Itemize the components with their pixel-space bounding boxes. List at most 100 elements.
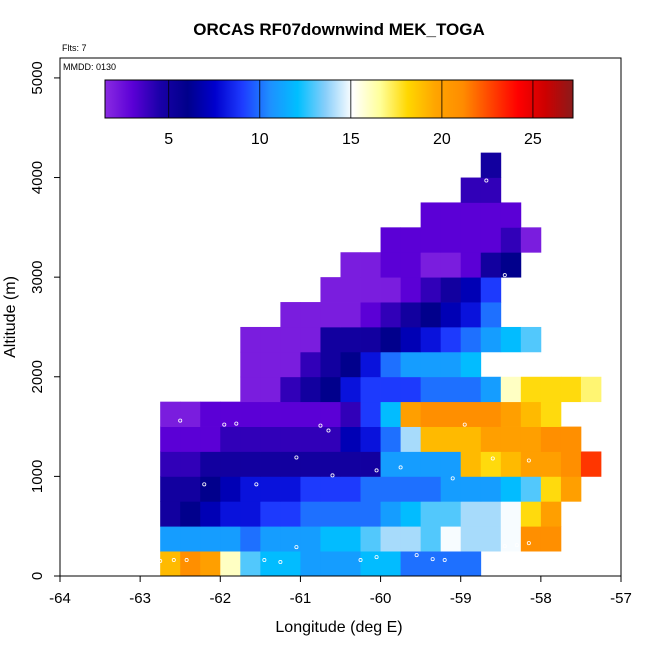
heatmap-cell [240,451,261,477]
y-tick-label: 4000 [29,161,46,194]
heatmap-cell [480,426,502,452]
flight-point [318,423,323,428]
heatmap-cell [240,351,261,378]
heatmap-cell [320,426,341,452]
heatmap-cell [520,476,542,502]
flight-point [262,558,267,563]
heatmap-cell [380,401,402,427]
heatmap-cell [500,426,522,452]
heatmap-cell [380,252,402,278]
heatmap-cell [400,302,422,328]
heatmap-cell [520,376,542,403]
heatmap-cell [320,451,341,477]
heatmap-cell [460,426,482,452]
heatmap-cell [300,426,321,452]
heatmap-cell [420,401,442,427]
x-tick-label: -57 [610,590,632,607]
heatmap-cell [420,326,442,353]
flight-point [450,476,455,481]
heatmap-cell [160,501,181,527]
heatmap-cell [160,551,181,576]
heatmap-cell [300,451,321,477]
heatmap-cell [520,426,542,452]
heatmap-cell [340,376,361,403]
heatmap-cell [300,476,321,502]
heatmap-cell [200,551,221,576]
heatmap-cell [500,202,522,228]
heatmap-cell [440,401,462,427]
heatmap-cell [360,252,381,278]
flight-point [442,558,447,563]
heatmap-cell [460,551,482,576]
y-axis-label: Altitude (m) [2,276,19,358]
heatmap-cell [240,426,261,452]
heatmap-cell [360,302,381,328]
heatmap-cell [300,401,321,427]
heatmap-cell [560,426,582,452]
flight-point [526,458,531,463]
heatmap-cell [560,376,582,403]
heatmap-cell [500,326,522,353]
colorbar-tick-label: 15 [342,131,360,148]
heatmap-cell [500,476,522,502]
colorbar-tick-label: 25 [524,131,542,148]
x-axis: -64 -63 -62 -61 -60 -59 -58 -57 [49,576,632,607]
heatmap-cell [420,501,442,527]
flight-point [184,558,189,563]
heatmap-cell [160,426,181,452]
heatmap-cell [380,376,402,403]
heatmap-cell [420,451,442,477]
heatmap-cell [300,551,321,576]
heatmap-cell [320,476,341,502]
heatmap-cell [540,451,562,477]
x-tick-label: -60 [370,590,392,607]
heatmap-cell [460,277,482,303]
heatmap-cell [460,177,482,203]
heatmap-cell [420,426,442,452]
heatmap-cell [400,426,422,452]
heatmap-cell [220,501,241,527]
heatmap-cell [440,302,462,328]
heatmap-cell [420,476,442,502]
heatmap-cell [360,426,381,452]
heatmap-cell [180,501,201,527]
x-tick-label: -62 [209,590,231,607]
heatmap-cell [240,476,261,502]
heatmap-cell [440,326,462,353]
heatmap-cell [260,501,281,527]
heatmap-cell [420,252,442,278]
heatmap-cell [360,326,381,353]
flight-point [254,482,259,487]
heatmap-cell [440,451,462,477]
flight-point [526,541,531,546]
flight-point [484,178,489,183]
heatmap-cell [400,351,422,378]
heatmap-cell [360,501,381,527]
heatmap-cell [340,476,361,502]
heatmap-cell [180,476,201,502]
flight-point [490,456,495,461]
flight-point [234,421,239,426]
heatmap-cell [520,501,542,527]
heatmap-cell [340,252,361,278]
heatmap-cell [200,426,221,452]
heatmap-cell [340,326,361,353]
flight-point [171,558,176,563]
flight-point [202,482,207,487]
heatmap-cell [480,451,502,477]
heatmap-cell [260,551,281,576]
heatmap-cell [520,451,542,477]
flight-point [518,364,523,369]
heatmap-cell [420,526,442,552]
heatmap-cell [400,451,422,477]
x-tick-label: -64 [49,590,71,607]
heatmap-cell [340,451,361,477]
heatmap-cell [160,526,181,552]
flight-point [294,545,299,550]
heatmap-cell [540,376,562,403]
colorbar-ticks: 5 10 15 20 25 [164,80,542,148]
heatmap-cell [400,551,422,576]
heatmap-cell [240,401,261,427]
heatmap-cell [280,376,301,403]
